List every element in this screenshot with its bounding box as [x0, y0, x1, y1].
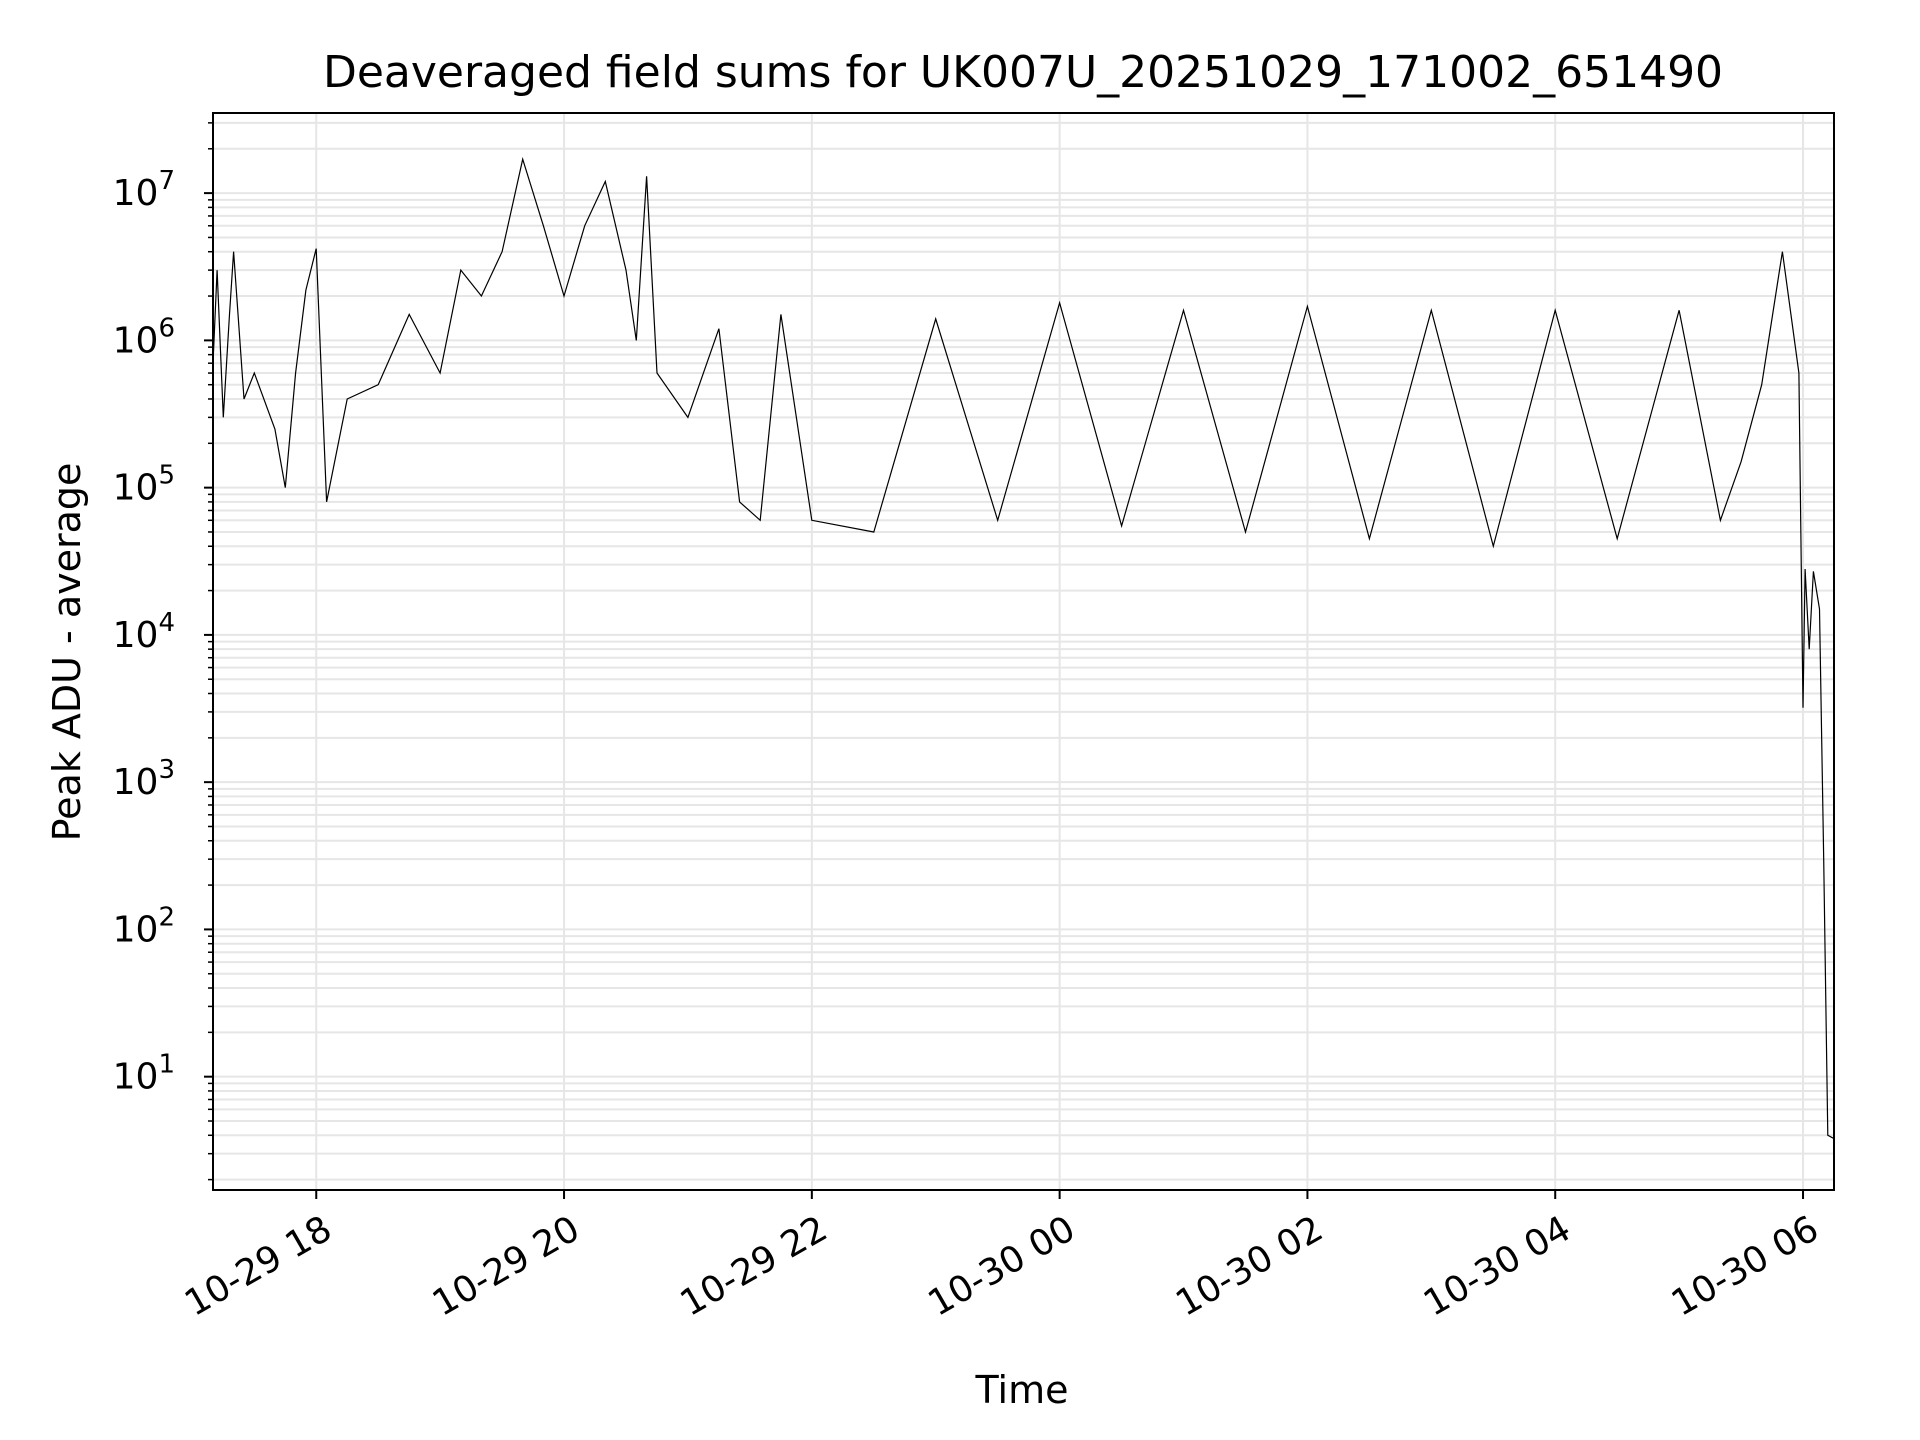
y-axis-label: Peak ADU - average	[45, 463, 89, 842]
x-axis-label: Time	[975, 1368, 1069, 1412]
plot-frame	[212, 112, 1835, 1191]
y-tick-label: 101	[113, 1050, 175, 1098]
y-tick-label: 102	[113, 902, 175, 950]
grid	[213, 113, 1834, 1190]
y-tick-label: 106	[113, 313, 175, 361]
y-tick-label: 105	[113, 461, 175, 509]
y-tick-label: 104	[113, 608, 175, 656]
y-tick-label: 103	[113, 755, 175, 803]
series-line	[213, 156, 1834, 1140]
plot-area	[213, 156, 1834, 1140]
y-tick-label: 107	[113, 166, 175, 214]
chart-title: Deaveraged field sums for UK007U_2025102…	[323, 47, 1723, 98]
